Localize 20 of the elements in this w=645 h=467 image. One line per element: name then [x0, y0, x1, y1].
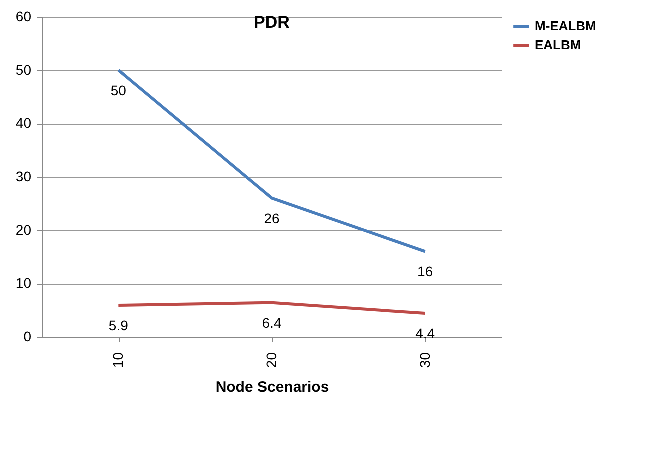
y-tick-label: 20	[16, 222, 32, 238]
data-label: 6.4	[262, 314, 282, 331]
x-axis-title: Node Scenarios	[216, 379, 330, 396]
y-tick-label: 40	[16, 115, 32, 132]
x-tick-label: 20	[264, 352, 280, 368]
y-tick-label: 10	[16, 275, 32, 292]
x-tick-label: 10	[110, 352, 126, 368]
chart-title: PDR	[254, 13, 290, 32]
data-label: 16	[418, 264, 434, 280]
data-label: 4.4	[416, 326, 436, 342]
x-tick-label: 30	[416, 352, 433, 368]
legend-label: M-EALBM	[535, 18, 596, 34]
data-label: 50	[110, 82, 127, 98]
data-label: 26	[264, 210, 280, 226]
y-tick-label: 30	[16, 168, 32, 184]
y-tick-label: 60	[16, 8, 32, 24]
y-tick-label: 0	[24, 328, 32, 344]
y-tick-label: 50	[16, 62, 32, 78]
legend-label: EALBM	[535, 38, 582, 52]
data-label: 5.9	[108, 318, 129, 334]
